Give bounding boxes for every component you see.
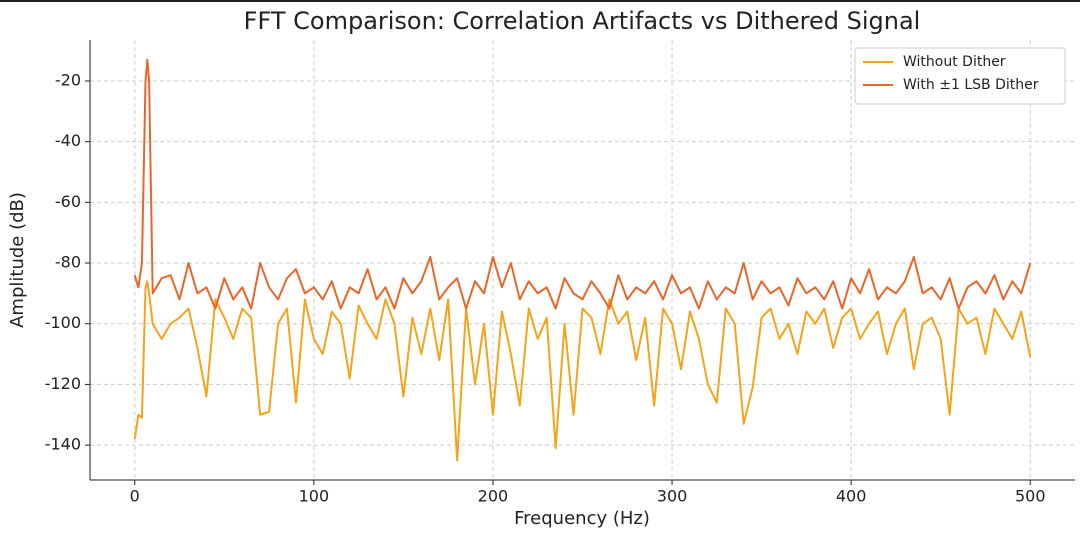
legend-label: Without Dither xyxy=(903,54,1006,70)
chart-title: FFT Comparison: Correlation Artifacts vs… xyxy=(244,7,921,35)
y-tick-label: -20 xyxy=(55,70,81,89)
x-tick-label: 400 xyxy=(836,487,867,506)
y-axis-label: Amplitude (dB) xyxy=(7,192,28,328)
y-tick-label: -80 xyxy=(55,253,81,272)
y-tick-label: -120 xyxy=(45,374,81,393)
top-border xyxy=(0,0,1080,2)
legend-box xyxy=(854,47,1066,105)
x-tick-label: 200 xyxy=(478,487,509,506)
series-line xyxy=(133,58,1032,310)
legend-label: With ±1 LSB Dither xyxy=(903,77,1039,93)
legend: Without Dither With ±1 LSB Dither xyxy=(854,47,1066,105)
x-axis-label: Frequency (Hz) xyxy=(514,508,650,529)
x-tick-label: 500 xyxy=(1015,487,1046,506)
y-tick-label: -40 xyxy=(55,131,81,150)
x-tick-label: 100 xyxy=(299,487,330,506)
x-tick-label: 300 xyxy=(657,487,688,506)
series-line xyxy=(133,280,1032,462)
x-tick-label: 0 xyxy=(130,487,140,506)
y-tick-label: -140 xyxy=(45,435,81,454)
y-tick-label: -100 xyxy=(45,313,81,332)
y-tick-label: -60 xyxy=(55,192,81,211)
